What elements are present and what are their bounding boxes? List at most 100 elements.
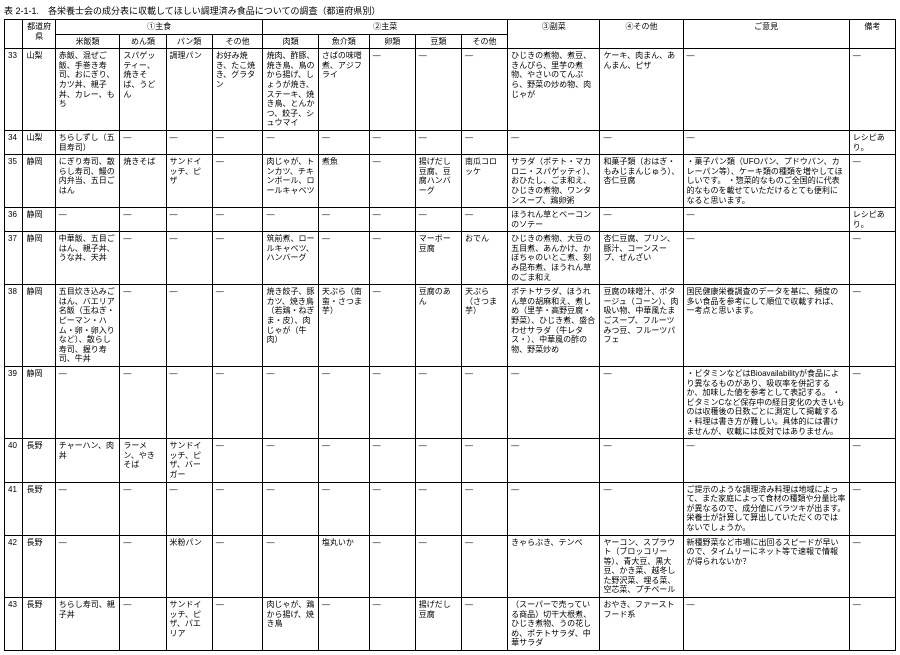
- cell-egg: —: [369, 535, 415, 598]
- cell-side: きゃらぶき、テンペ: [508, 535, 600, 598]
- cell-misc: 杏仁豆腐、プリン、豚汁、コーンスープ、ぜんざい: [600, 232, 683, 285]
- cell-bean: 豆腐のあん: [415, 285, 461, 367]
- cell-side: —: [508, 439, 600, 482]
- table-row: 40長野チャーハン、肉丼ラーメン、やきそばサンドイッチ、ピザ、バーガー—————…: [5, 439, 896, 482]
- cell-fish: 天ぷら（南蛮・さつま芋）: [318, 285, 369, 367]
- cell-other1: —: [212, 439, 263, 482]
- cell-misc: ヤーコン、スプラウト（ブロッコリー等）、青大豆、黒大豆、かき菜、越冬した野沢菜、…: [600, 535, 683, 598]
- cell-other1: —: [212, 598, 263, 651]
- cell-rice: —: [55, 367, 120, 439]
- cell-bean: 揚げだし豆腐、豆腐ハンバーグ: [415, 155, 461, 208]
- header-meat: 肉類: [263, 34, 318, 49]
- table-row: 35静岡にぎり寿司、散らし寿司、鰻の内弁当、五日ごはん焼きそばサンドイッチ、ピザ…: [5, 155, 896, 208]
- cell-other1: お好み焼き、たこ焼き、グラタン: [212, 49, 263, 131]
- cell-rice: 赤飯、混ぜご飯、手巻き寿司、おにぎり、カツ丼、親子丼、カレー、もち: [55, 49, 120, 131]
- cell-egg: —: [369, 367, 415, 439]
- cell-misc: ケーキ、肉まん、あんまん、ピザ: [600, 49, 683, 131]
- cell-meat: —: [263, 367, 318, 439]
- cell-noodle: ラーメン、やきそば: [120, 439, 166, 482]
- cell-rice: —: [55, 535, 120, 598]
- cell-pref: 静岡: [23, 208, 55, 232]
- cell-misc: 和菓子類（おはぎ・もみじまんじゅう）、杏仁豆腐: [600, 155, 683, 208]
- cell-noodle: —: [120, 232, 166, 285]
- cell-bread: 調理パン: [166, 49, 212, 131]
- cell-side: ポテトサラダ、ほうれん草の胡麻和え、煮しめ（里芋・高野豆腐・野菜）、ひじき煮、盛…: [508, 285, 600, 367]
- table-row: 33山梨赤飯、混ぜご飯、手巻き寿司、おにぎり、カツ丼、親子丼、カレー、もちスパゲ…: [5, 49, 896, 131]
- cell-bean: 揚げだし豆腐: [415, 598, 461, 651]
- cell-side: ひじきの煮物、大豆の五目煮、あんかけ、かぼちゃのいとこ煮、刻み昆布煮、ほうれん草…: [508, 232, 600, 285]
- cell-meat: 筑前煮、ロールキャベツ、ハンバーグ: [263, 232, 318, 285]
- cell-misc: —: [600, 439, 683, 482]
- cell-fish: —: [318, 367, 369, 439]
- table-title: 表 2-1-1. 各栄養士会の成分表に収載してほしい調理済み食品についての調査（…: [4, 4, 896, 17]
- header-group2: ②主菜: [263, 20, 508, 35]
- cell-bread: —: [166, 367, 212, 439]
- cell-pref: 静岡: [23, 285, 55, 367]
- cell-side: ひじきの煮物、煮豆、きんぴら、里芋の煮物、やさいのてんぷら、野菜の炒め物、肉じゃ…: [508, 49, 600, 131]
- cell-opinion: —: [683, 598, 849, 651]
- header-opinion: ご意見: [683, 20, 849, 49]
- cell-bean: マーボー豆腐: [415, 232, 461, 285]
- cell-fish: —: [318, 130, 369, 154]
- table-row: 36静岡—————————ほうれん草とベーコンのソテー——レシピあり。: [5, 208, 896, 232]
- cell-noodle: スパゲッティー、焼きそば、うどん: [120, 49, 166, 131]
- header-bread: パン類: [166, 34, 212, 49]
- cell-meat: 肉じゃが、トンカツ、チキンボール、ロールキャベツ: [263, 155, 318, 208]
- cell-bean: —: [415, 130, 461, 154]
- cell-meat: —: [263, 439, 318, 482]
- cell-fish: —: [318, 208, 369, 232]
- cell-num: 36: [5, 208, 23, 232]
- cell-remark: —: [849, 232, 895, 285]
- cell-pref: 長野: [23, 598, 55, 651]
- cell-pref: 山梨: [23, 130, 55, 154]
- cell-egg: —: [369, 155, 415, 208]
- cell-other2: 天ぷら（さつま芋）: [461, 285, 507, 367]
- cell-misc: —: [600, 367, 683, 439]
- header-fish: 魚介類: [318, 34, 369, 49]
- cell-other2: —: [461, 439, 507, 482]
- cell-meat: 肉じゃが、鶏から揚げ、焼き鳥: [263, 598, 318, 651]
- cell-opinion: ・ビタミンなどはBioavailabilityが食品により異なるものがあり、吸収…: [683, 367, 849, 439]
- cell-noodle: 焼きそば: [120, 155, 166, 208]
- cell-other1: —: [212, 232, 263, 285]
- cell-remark: —: [849, 482, 895, 535]
- cell-bread: サンドイッチ、ピザ、パエリア: [166, 598, 212, 651]
- cell-bread: —: [166, 285, 212, 367]
- header-bean: 豆類: [415, 34, 461, 49]
- table-row: 43長野ちらし寿司、親子丼—サンドイッチ、ピザ、パエリア—肉じゃが、鶏から揚げ、…: [5, 598, 896, 651]
- cell-bean: —: [415, 208, 461, 232]
- table-row: 34山梨ちらしずし（五目寿司）———————————レシピあり。: [5, 130, 896, 154]
- cell-remark: —: [849, 49, 895, 131]
- cell-bread: サンドイッチ、ピザ: [166, 155, 212, 208]
- cell-meat: 焼き餃子、豚カツ、焼き鳥（若鶏・ねぎま・皮）、肉じゃが（牛肉）: [263, 285, 318, 367]
- table-row: 41長野———————————ご提示のような調理済み料理は地域によって、また家庭…: [5, 482, 896, 535]
- cell-pref: 静岡: [23, 367, 55, 439]
- cell-noodle: —: [120, 130, 166, 154]
- cell-side: ほうれん草とベーコンのソテー: [508, 208, 600, 232]
- table-row: 38静岡五目炊き込みごはん、バエリア名飯（玉ねぎ・ピーマン・ハム・卵・卵入りなど…: [5, 285, 896, 367]
- cell-opinion: 新種野菜など市場に出回るスピードが早いので、タイムリーにネット等で速報で情報が得…: [683, 535, 849, 598]
- table-row: 37静岡中華飯、五目ごはん、親子丼、うな丼、天丼———筑前煮、ロールキャベツ、ハ…: [5, 232, 896, 285]
- cell-pref: 静岡: [23, 232, 55, 285]
- cell-other2: —: [461, 208, 507, 232]
- cell-other2: 南瓜コロッケ: [461, 155, 507, 208]
- table-row: 39静岡———————————・ビタミンなどはBioavailabilityが食…: [5, 367, 896, 439]
- cell-noodle: —: [120, 285, 166, 367]
- cell-rice: ちらし寿司、親子丼: [55, 598, 120, 651]
- cell-other2: —: [461, 367, 507, 439]
- header-noodle: めん類: [120, 34, 166, 49]
- cell-other2: —: [461, 598, 507, 651]
- cell-rice: —: [55, 482, 120, 535]
- header-side: ③副菜: [508, 20, 600, 49]
- cell-egg: —: [369, 482, 415, 535]
- cell-fish: 煮魚: [318, 155, 369, 208]
- cell-remark: —: [849, 285, 895, 367]
- cell-bean: —: [415, 49, 461, 131]
- header-misc: ④その他: [600, 20, 683, 49]
- cell-noodle: —: [120, 367, 166, 439]
- cell-other1: —: [212, 535, 263, 598]
- cell-bean: —: [415, 367, 461, 439]
- cell-egg: —: [369, 439, 415, 482]
- header-pref: 都道府県: [23, 20, 55, 49]
- cell-side: （スーパーで売っている商品）切干大根煮、ひじき煮物、うの花しめ、ポテトサラダ、中…: [508, 598, 600, 651]
